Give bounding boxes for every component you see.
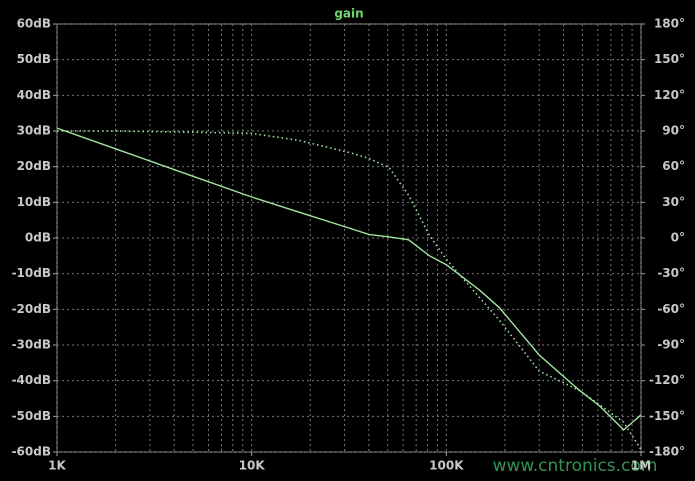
- y-tick-label: -20dB: [12, 302, 51, 316]
- y2-tick-label: -90°: [657, 338, 685, 352]
- y-tick-label: 40dB: [17, 88, 51, 102]
- y2-tick-label: 0°: [671, 231, 685, 245]
- y2-tick-label: -60°: [657, 302, 685, 316]
- y2-tick-label: 60°: [662, 159, 685, 173]
- y2-tick-label: -180°: [649, 445, 685, 459]
- gain-line: [57, 127, 641, 431]
- y2-tick-label: 90°: [662, 124, 685, 138]
- y-tick-label: -60dB: [12, 445, 51, 459]
- phase-line: [57, 130, 641, 451]
- y-tick-label: -30dB: [12, 338, 51, 352]
- y-tick-label: 60dB: [17, 17, 51, 31]
- x-tick-label: 1M: [631, 459, 651, 473]
- y-tick-label: -10dB: [12, 266, 51, 280]
- watermark: www.cntronics.com: [493, 456, 658, 476]
- x-tick-label: 10K: [239, 459, 266, 473]
- y2-tick-label: -150°: [649, 409, 685, 423]
- y2-tick-label: 120°: [654, 88, 685, 102]
- y2-tick-label: -30°: [657, 266, 685, 280]
- y2-tick-label: -120°: [649, 373, 685, 387]
- y-tick-label: 20dB: [17, 159, 51, 173]
- y2-tick-label: 150°: [654, 52, 685, 66]
- x-tick-label: 100K: [429, 459, 464, 473]
- y2-tick-label: 30°: [662, 195, 685, 209]
- y2-tick-label: 180°: [654, 17, 685, 31]
- y-tick-label: 0dB: [25, 231, 51, 245]
- chart-title: gain: [334, 7, 363, 21]
- y-tick-label: -50dB: [12, 409, 51, 423]
- y-tick-label: -40dB: [12, 373, 51, 387]
- y-tick-label: 50dB: [17, 52, 51, 66]
- y-tick-label: 30dB: [17, 124, 51, 138]
- y-tick-label: 10dB: [17, 195, 51, 209]
- x-tick-label: 1K: [48, 459, 66, 473]
